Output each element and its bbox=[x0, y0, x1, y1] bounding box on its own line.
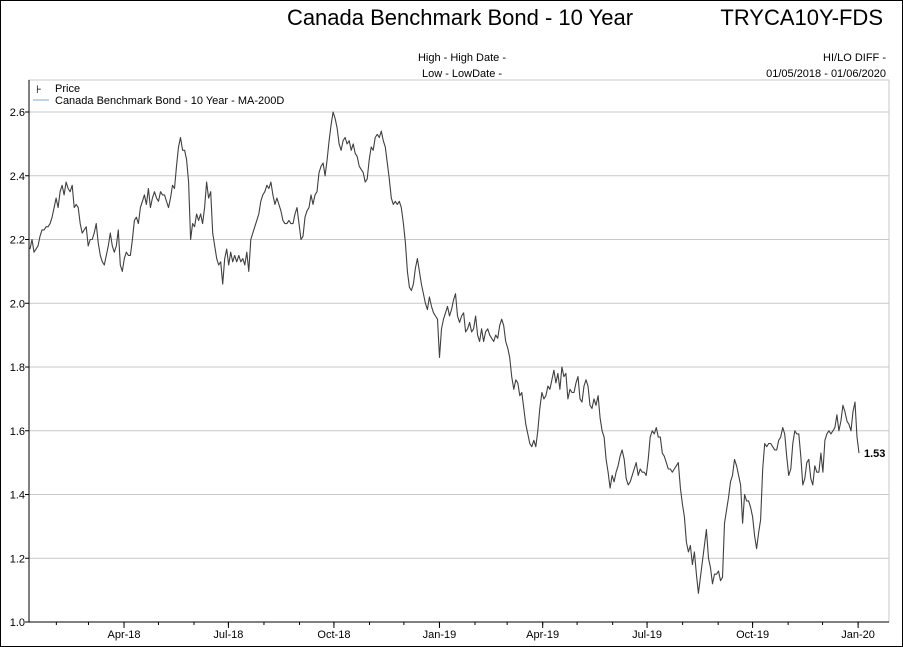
y-tick-label: 1.6 bbox=[10, 426, 25, 438]
x-tick-label: Jul-19 bbox=[632, 629, 662, 641]
x-tick-label: Oct-18 bbox=[317, 629, 350, 641]
y-tick-label: 2.6 bbox=[10, 107, 25, 119]
legend-entry-ma200: Canada Benchmark Bond - 10 Year - MA-200… bbox=[55, 95, 284, 107]
y-tick-label: 1.0 bbox=[10, 617, 25, 629]
y-tick-label: 2.2 bbox=[10, 235, 25, 247]
y-tick-label: 2.4 bbox=[10, 171, 25, 183]
high-info: High - High Date - bbox=[418, 52, 506, 64]
x-tick-label: Oct-19 bbox=[736, 629, 769, 641]
x-tick-label: Jul-18 bbox=[213, 629, 243, 641]
legend-entry-price: Price bbox=[55, 83, 80, 95]
date-range-info: 01/05/2018 - 01/06/2020 bbox=[766, 68, 886, 80]
y-tick-label: 1.8 bbox=[10, 362, 25, 374]
price-series-line bbox=[29, 111, 860, 594]
legend: ⊦ Price Canada Benchmark Bond - 10 Year … bbox=[33, 83, 284, 107]
low-info: Low - LowDate - bbox=[422, 68, 502, 80]
y-tick-label: 1.2 bbox=[10, 553, 25, 565]
last-value-label: 1.53 bbox=[864, 448, 885, 460]
ticker-label: TRYCA10Y-FDS bbox=[720, 5, 883, 30]
x-tick-label: Apr-18 bbox=[108, 629, 141, 641]
plot-area bbox=[28, 79, 890, 623]
y-tick-label: 2.0 bbox=[10, 298, 25, 310]
chart-title: Canada Benchmark Bond - 10 Year bbox=[287, 5, 633, 30]
y-tick-label: 1.4 bbox=[10, 490, 25, 502]
x-tick-label: Apr-19 bbox=[526, 629, 559, 641]
price-legend-symbol: ⊦ bbox=[36, 84, 42, 96]
x-tick-label: Jan-20 bbox=[841, 629, 875, 641]
x-tick-label: Jan-19 bbox=[423, 629, 457, 641]
hilo-diff-info: HI/LO DIFF - bbox=[823, 52, 886, 64]
